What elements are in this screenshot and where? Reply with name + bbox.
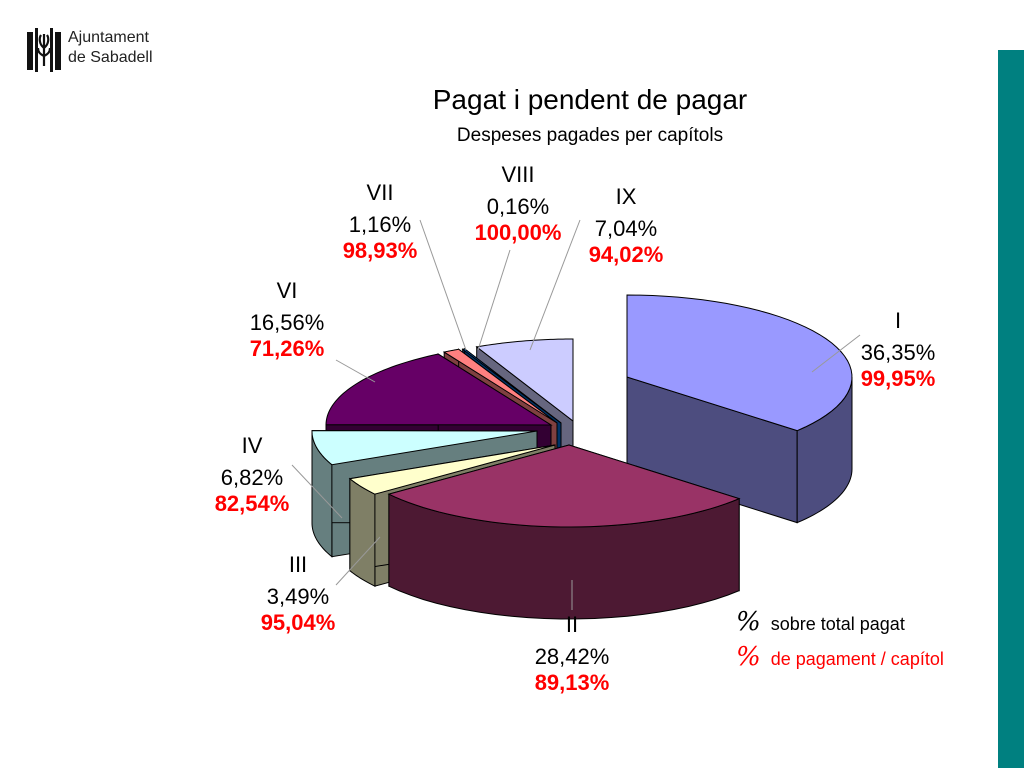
chart-subtitle: Despeses pagades per capítols — [456, 125, 724, 146]
slice-label-i: I — [895, 308, 901, 333]
city-emblem-icon — [27, 28, 61, 72]
slice-label-vi: VI — [277, 278, 298, 303]
legend-share-text: sobre total pagat — [770, 614, 905, 634]
slice-rate-iii: 95,04% — [261, 610, 336, 635]
slice-label-ix: IX — [616, 184, 637, 209]
slice-rate-iv: 82,54% — [215, 491, 290, 516]
legend-share-symbol: % — [736, 607, 761, 637]
leader-line-iv — [291, 464, 343, 519]
chart-title: Pagat i pendent de pagar — [432, 84, 748, 115]
leader-line-viii — [477, 249, 511, 351]
slice-rate-viii: 100,00% — [475, 220, 562, 245]
pie-slices — [311, 294, 853, 620]
slice-rate-ii: 89,13% — [535, 670, 610, 695]
slice-rate-ix: 94,02% — [589, 242, 664, 267]
slice-share-ix: 7,04% — [595, 216, 657, 241]
pie-slice-ii — [387, 444, 741, 620]
slice-share-i: 36,35% — [861, 340, 936, 365]
logo-line-1: Ajuntament — [68, 29, 149, 46]
slice-share-ii: 28,42% — [535, 644, 610, 669]
slice-rate-vi: 71,26% — [250, 336, 325, 361]
slice-share-iii: 3,49% — [267, 584, 329, 609]
legend-rate-symbol: % — [736, 642, 761, 672]
slice-label-iv: IV — [242, 433, 263, 458]
slice-label-vii: VII — [367, 180, 394, 205]
slice-rate-i: 99,95% — [861, 366, 936, 391]
slice-label-viii: VIII — [501, 162, 534, 187]
slice-share-vii: 1,16% — [349, 212, 411, 237]
ajuntament-logo: Ajuntament de Sabadell — [26, 26, 186, 74]
slice-label-ii: II — [566, 612, 578, 637]
logo-line-2: de Sabadell — [68, 49, 153, 66]
leader-line-vii — [419, 219, 467, 351]
slice-share-iv: 6,82% — [221, 465, 283, 490]
slice-share-vi: 16,56% — [250, 310, 325, 335]
legend-rate-text: de pagament / capítol — [770, 649, 944, 669]
leader-line-iii — [335, 536, 381, 586]
legend-share: % sobre total pagat — [736, 607, 905, 637]
slice-label-iii: III — [289, 552, 307, 577]
slice-share-viii: 0,16% — [487, 194, 549, 219]
legend-rate: % de pagament / capítol — [736, 642, 944, 672]
slice-rate-vii: 98,93% — [343, 238, 418, 263]
leader-line-vi — [335, 359, 376, 383]
leader-line-ix — [529, 219, 581, 351]
pie-slice-i — [626, 294, 853, 524]
leader-line-i — [811, 334, 861, 373]
side-accent-bar — [998, 50, 1024, 768]
